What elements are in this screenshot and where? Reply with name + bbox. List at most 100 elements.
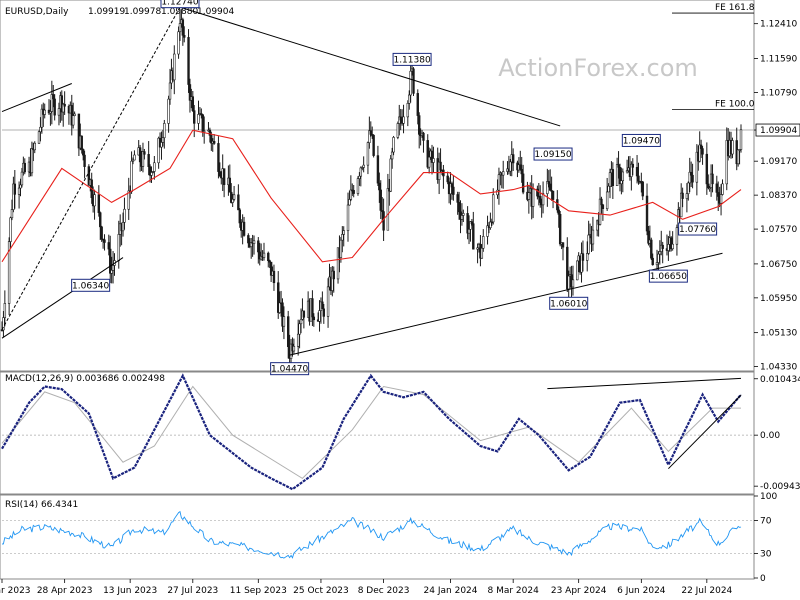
price-y-tick-9: 1.05130 bbox=[760, 329, 797, 339]
candle-body bbox=[379, 189, 382, 211]
price-label-box-0 bbox=[160, 0, 200, 9]
candle bbox=[591, 216, 595, 251]
candle bbox=[127, 177, 130, 220]
candle-body bbox=[53, 98, 56, 116]
candle-body bbox=[601, 204, 605, 210]
candle bbox=[711, 164, 714, 193]
candle-body bbox=[181, 19, 185, 36]
candle-body bbox=[539, 196, 542, 203]
candle-body bbox=[143, 151, 146, 155]
candle bbox=[157, 136, 160, 169]
candle bbox=[281, 298, 284, 332]
candle bbox=[322, 304, 325, 324]
candle bbox=[618, 163, 622, 192]
price-label-box-3 bbox=[621, 133, 661, 147]
candle-body bbox=[371, 134, 374, 136]
candle bbox=[33, 141, 36, 154]
candle bbox=[482, 229, 485, 252]
candle-body bbox=[369, 130, 372, 135]
candle bbox=[547, 170, 550, 188]
candle-body bbox=[717, 192, 720, 197]
candle bbox=[130, 151, 133, 194]
candle bbox=[402, 104, 405, 134]
candle-body bbox=[63, 103, 66, 107]
candle bbox=[143, 148, 146, 160]
candle-body bbox=[287, 316, 290, 348]
candle-body bbox=[157, 137, 160, 164]
candle bbox=[197, 100, 200, 131]
candle-body bbox=[331, 270, 334, 291]
candle bbox=[630, 161, 633, 191]
candle bbox=[675, 224, 679, 256]
candle bbox=[232, 185, 236, 202]
candle-body bbox=[218, 171, 222, 177]
candle-body bbox=[689, 171, 693, 176]
candle-body bbox=[12, 183, 15, 210]
candle bbox=[621, 168, 625, 193]
candle-body bbox=[698, 144, 701, 162]
macd-panel: 0.010434 0.00 -0.009436 bbox=[0, 371, 800, 495]
price-label-box-2 bbox=[533, 147, 573, 161]
candle bbox=[230, 183, 233, 204]
candle bbox=[70, 94, 73, 136]
candle bbox=[492, 188, 495, 225]
candle-body bbox=[210, 135, 213, 144]
candle-body bbox=[361, 167, 364, 169]
candle-body bbox=[472, 223, 475, 250]
candle bbox=[99, 211, 102, 240]
candle bbox=[247, 233, 250, 248]
price-label-box-6 bbox=[549, 296, 589, 310]
candle-body bbox=[679, 192, 683, 218]
candle bbox=[607, 183, 610, 193]
candle bbox=[536, 185, 539, 200]
candle-body bbox=[167, 98, 170, 124]
x-tick-label-4: 11 Sep 2023 bbox=[230, 586, 287, 596]
candle-body bbox=[509, 161, 512, 172]
candle-body bbox=[242, 221, 246, 236]
candle bbox=[13, 170, 17, 209]
candle-body bbox=[492, 194, 495, 223]
candle-body bbox=[658, 251, 662, 255]
candle-body bbox=[600, 198, 603, 206]
candle-body bbox=[378, 182, 381, 191]
candle-body bbox=[437, 161, 441, 180]
candle-body bbox=[257, 240, 260, 253]
candle bbox=[298, 320, 301, 349]
candle bbox=[202, 116, 206, 144]
candle-body bbox=[19, 184, 22, 189]
rsi-line bbox=[1, 510, 742, 559]
ohlc-high: 1.09978 bbox=[124, 7, 161, 17]
candle-body bbox=[675, 227, 679, 245]
candle bbox=[667, 236, 670, 261]
candle bbox=[576, 260, 579, 281]
price-label-0: 1.12740 bbox=[161, 0, 198, 8]
candle-body bbox=[109, 248, 112, 274]
candle-body bbox=[476, 247, 479, 250]
rsi-title: RSI(14) 66.4341 bbox=[5, 500, 78, 510]
candle bbox=[9, 216, 12, 249]
candle bbox=[442, 164, 445, 189]
candle bbox=[457, 191, 461, 220]
x-tick-label-9: 23 Apr 2024 bbox=[551, 586, 607, 596]
candle bbox=[167, 95, 170, 133]
candle bbox=[725, 127, 728, 191]
rsi-y-tick-2: 30 bbox=[760, 549, 772, 559]
candle-body bbox=[188, 84, 192, 101]
candle bbox=[326, 278, 330, 328]
candle bbox=[80, 135, 83, 154]
candle-body bbox=[625, 170, 629, 173]
candle-body bbox=[299, 318, 303, 325]
candle bbox=[462, 209, 465, 223]
candle bbox=[342, 226, 345, 247]
candle bbox=[249, 237, 253, 259]
candle bbox=[111, 251, 115, 284]
candle bbox=[3, 290, 7, 327]
candle bbox=[237, 184, 240, 211]
candle-body bbox=[262, 252, 266, 258]
candle bbox=[699, 139, 703, 159]
candle-body bbox=[416, 93, 419, 116]
candle-body bbox=[17, 187, 21, 195]
price-label-1: 1.11380 bbox=[393, 55, 430, 65]
candle-body bbox=[231, 199, 234, 203]
candle bbox=[150, 166, 153, 183]
